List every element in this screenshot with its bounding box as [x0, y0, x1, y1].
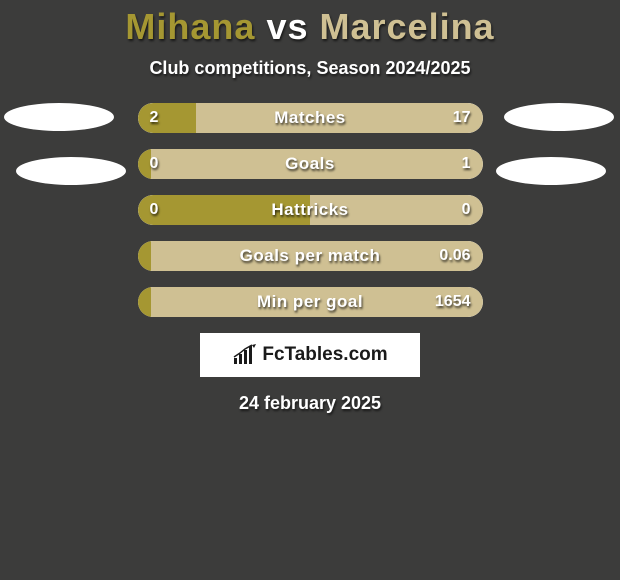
stat-value-right: 0 [462, 201, 471, 219]
stat-label: Min per goal [138, 292, 483, 312]
stat-value-right: 1 [462, 155, 471, 173]
stat-row: Min per goal1654 [138, 287, 483, 317]
player1-name: Mihana [125, 6, 255, 47]
page-title: Mihana vs Marcelina [0, 6, 620, 48]
stat-row: Goals0 1 [138, 149, 483, 179]
stats-area: Matches217Goals01Hattricks00Goals per ma… [0, 103, 620, 414]
stat-label: Goals [138, 154, 483, 174]
bar-chart-icon [232, 344, 258, 366]
stat-label: Hattricks [138, 200, 483, 220]
brand-box[interactable]: FcTables.com [200, 333, 420, 377]
stat-value-left: 2 [150, 109, 159, 127]
stat-row: Hattricks0 0 [138, 195, 483, 225]
player1-badge-top [4, 103, 114, 131]
player1-badge-bottom [16, 157, 126, 185]
stat-rows: Matches217Goals01Hattricks00Goals per ma… [138, 103, 483, 317]
date-line: 24 february 2025 [0, 393, 620, 414]
stat-row: Matches2 17 [138, 103, 483, 133]
stat-value-right: 1654 [435, 293, 471, 311]
brand-text: FcTables.com [262, 344, 387, 366]
comparison-card: Mihana vs Marcelina Club competitions, S… [0, 0, 620, 414]
stat-label: Matches [138, 108, 483, 128]
stat-row: Goals per match0.06 [138, 241, 483, 271]
stat-value-right: 0.06 [439, 247, 470, 265]
stat-value-right: 17 [453, 109, 471, 127]
stat-value-left: 0 [150, 155, 159, 173]
brand-content: FcTables.com [232, 344, 387, 366]
subtitle: Club competitions, Season 2024/2025 [0, 58, 620, 79]
vs-separator: vs [266, 6, 308, 47]
player2-name: Marcelina [320, 6, 495, 47]
stat-value-left: 0 [150, 201, 159, 219]
stat-label: Goals per match [138, 246, 483, 266]
player2-badge-top [504, 103, 614, 131]
player2-badge-bottom [496, 157, 606, 185]
